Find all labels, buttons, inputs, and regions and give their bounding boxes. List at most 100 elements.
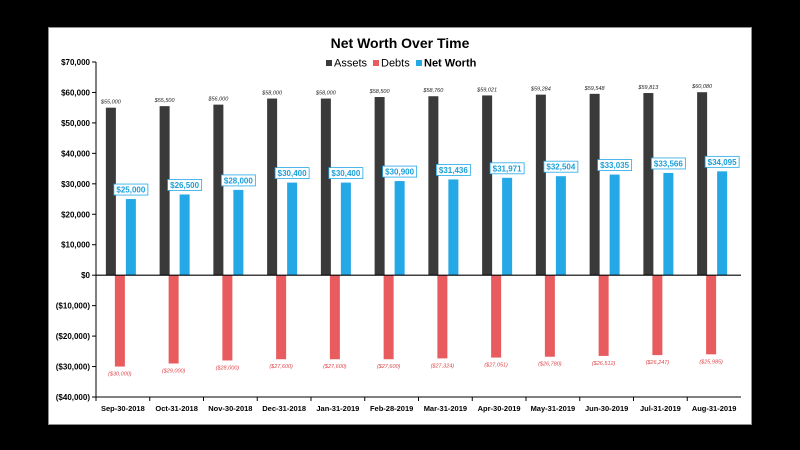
data-label-debts: ($25,985) bbox=[699, 359, 723, 365]
bar-debts bbox=[544, 275, 555, 357]
data-label-debts: ($30,000) bbox=[108, 372, 132, 378]
bar-debts bbox=[652, 275, 663, 356]
y-tick-label: $20,000 bbox=[61, 210, 90, 219]
data-label-box-net-worth bbox=[650, 157, 686, 170]
data-label-debts: ($27,600) bbox=[323, 364, 347, 370]
data-label-net-worth: $28,000 bbox=[224, 176, 253, 185]
x-tick-label: Mar-31-2019 bbox=[424, 404, 467, 413]
bar-assets bbox=[213, 104, 224, 276]
data-label-debts: ($26,512) bbox=[592, 361, 616, 367]
data-label-debts: ($28,000) bbox=[216, 365, 240, 371]
data-label-assets: $59,813 bbox=[637, 85, 659, 91]
y-tick-label: $30,000 bbox=[61, 180, 90, 189]
data-label-debts: ($27,600) bbox=[377, 364, 401, 370]
bar-assets bbox=[482, 95, 493, 276]
data-label-assets: $59,021 bbox=[476, 87, 497, 93]
bars: $55,000 ($30,000) $25,000 $55,500 ($29,000) $… bbox=[100, 84, 740, 378]
x-tick-label: Sep-30-2018 bbox=[101, 404, 145, 413]
data-label-debts: ($27,051) bbox=[484, 363, 508, 369]
bar-assets bbox=[105, 107, 116, 276]
y-tick-label: ($40,000) bbox=[56, 393, 91, 402]
y-tick-label: $0 bbox=[81, 271, 90, 280]
x-tick-label: Aug-31-2019 bbox=[692, 404, 737, 413]
bar-debts bbox=[383, 275, 394, 360]
legend: Assets Debts Net Worth bbox=[326, 58, 477, 70]
bar-net-worth bbox=[233, 189, 244, 276]
data-label-assets: $56,000 bbox=[207, 97, 229, 103]
data-label-assets: $58,000 bbox=[315, 91, 337, 97]
y-tick-label: $40,000 bbox=[61, 149, 90, 158]
chart-frame: Net Worth Over Time Assets Debts Net Wor… bbox=[48, 27, 752, 425]
x-axis: Sep-30-2018 Oct-31-2018 Nov-30-2018 Dec-31-… bbox=[95, 274, 741, 413]
y-tick-label: ($20,000) bbox=[56, 332, 91, 341]
data-label-assets: $59,548 bbox=[584, 86, 606, 92]
data-label-debts: ($27,600) bbox=[269, 364, 293, 370]
data-label-box-net-worth bbox=[274, 167, 310, 180]
net-worth-chart: Net Worth Over Time Assets Debts Net Wor… bbox=[56, 35, 741, 413]
y-tick-label: $70,000 bbox=[61, 58, 90, 67]
data-label-net-worth: $34,095 bbox=[708, 158, 737, 167]
data-label-net-worth: $31,436 bbox=[439, 166, 468, 175]
data-label-box-net-worth bbox=[489, 162, 525, 175]
data-label-assets: $55,000 bbox=[100, 100, 122, 106]
bar-net-worth bbox=[663, 172, 674, 276]
bar-assets bbox=[320, 98, 331, 276]
bar-net-worth bbox=[394, 181, 405, 276]
data-label-net-worth: $30,400 bbox=[331, 169, 360, 178]
bar-debts bbox=[598, 275, 609, 356]
data-label-box-net-worth bbox=[220, 174, 256, 187]
y-tick-label: $50,000 bbox=[61, 119, 90, 128]
legend-swatch-debts bbox=[373, 60, 379, 66]
x-tick-label: Apr-30-2019 bbox=[478, 404, 521, 413]
x-tick-label: May-31-2019 bbox=[531, 404, 576, 413]
bar-net-worth bbox=[340, 182, 351, 276]
data-label-box-net-worth bbox=[167, 179, 203, 191]
bar-net-worth bbox=[609, 174, 620, 276]
bar-debts bbox=[276, 275, 287, 360]
data-label-box-net-worth bbox=[435, 164, 471, 176]
x-tick-label: Jul-31-2019 bbox=[640, 404, 681, 413]
y-tick-label: $10,000 bbox=[61, 241, 90, 250]
bar-assets bbox=[643, 93, 654, 276]
data-label-net-worth: $33,566 bbox=[654, 159, 683, 168]
x-tick-label: Dec-31-2018 bbox=[262, 404, 306, 413]
data-label-net-worth: $30,400 bbox=[278, 169, 307, 178]
data-label-box-net-worth bbox=[704, 155, 740, 168]
legend-swatch-net-worth bbox=[416, 60, 422, 66]
data-label-assets: $58,760 bbox=[422, 88, 444, 94]
bar-assets bbox=[697, 92, 708, 276]
bar-net-worth bbox=[717, 171, 728, 276]
data-label-assets: $60,080 bbox=[691, 84, 713, 90]
data-label-box-net-worth bbox=[597, 159, 633, 171]
data-label-box-net-worth bbox=[113, 183, 149, 196]
y-tick-label: $60,000 bbox=[61, 88, 90, 97]
data-label-debts: ($26,247) bbox=[646, 360, 670, 366]
bar-net-worth bbox=[287, 182, 298, 276]
bar-debts bbox=[329, 275, 340, 360]
bar-debts bbox=[491, 275, 502, 358]
bar-assets bbox=[428, 96, 439, 276]
bar-debts bbox=[222, 275, 233, 361]
y-tick-label: ($30,000) bbox=[56, 363, 91, 372]
data-label-assets: $59,284 bbox=[530, 87, 551, 93]
data-label-net-worth: $30,900 bbox=[385, 168, 414, 177]
x-tick-label: Nov-30-2018 bbox=[208, 404, 252, 413]
bar-net-worth bbox=[555, 176, 566, 276]
x-tick-label: Jan-31-2019 bbox=[316, 404, 359, 413]
bar-debts bbox=[706, 275, 717, 355]
data-label-debts: ($26,780) bbox=[538, 362, 562, 368]
bar-debts bbox=[168, 275, 179, 364]
bar-net-worth bbox=[502, 177, 513, 276]
data-label-net-worth: $31,971 bbox=[493, 164, 522, 173]
bar-assets bbox=[159, 106, 170, 276]
bar-assets bbox=[535, 94, 546, 276]
chart-title: Net Worth Over Time bbox=[331, 35, 470, 51]
bar-assets bbox=[374, 97, 385, 276]
legend-swatch-assets bbox=[326, 60, 332, 66]
data-label-box-net-worth bbox=[543, 160, 579, 173]
legend-label-debts: Debts bbox=[381, 58, 410, 70]
data-label-assets: $58,500 bbox=[369, 89, 391, 95]
data-label-assets: $55,500 bbox=[154, 98, 176, 104]
x-tick-label: Jun-30-2019 bbox=[585, 404, 628, 413]
bar-net-worth bbox=[125, 199, 136, 276]
